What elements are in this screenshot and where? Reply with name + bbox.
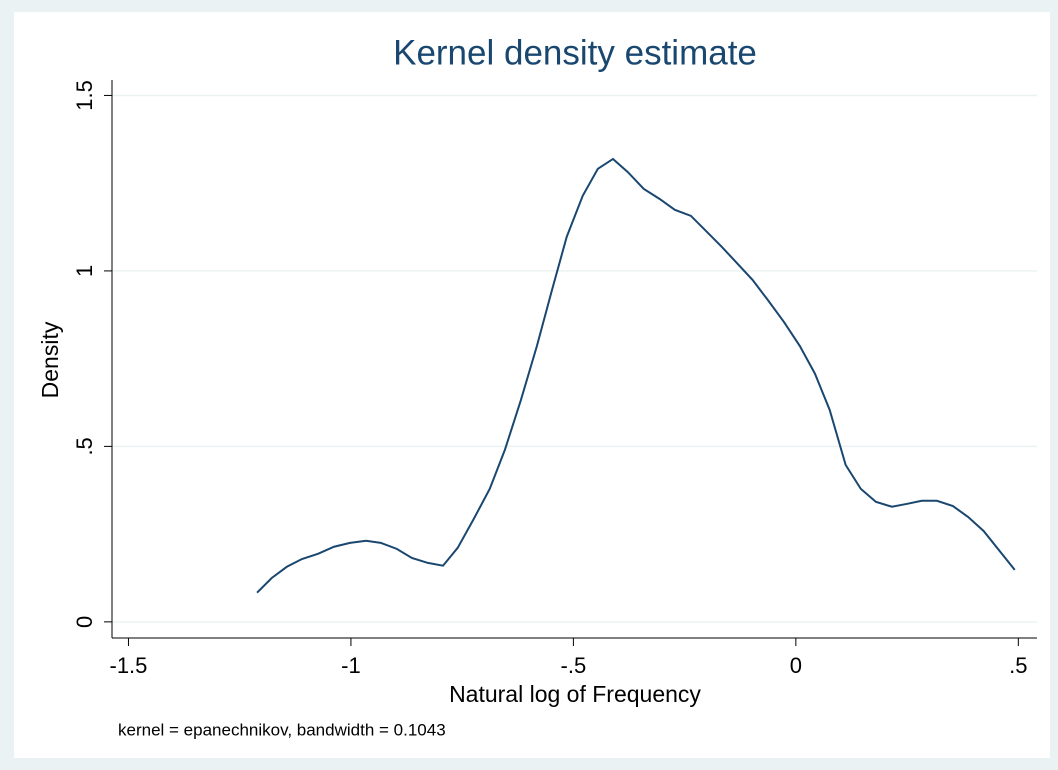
y-tick-label: .5	[72, 437, 97, 455]
y-tick-label: 0	[72, 616, 97, 628]
y-tick-label: 1	[72, 265, 97, 277]
density-line	[256, 157, 1016, 594]
x-tick-label: -1.5	[110, 653, 148, 678]
graph-region	[14, 12, 1050, 758]
x-tick-label: -.5	[561, 653, 587, 678]
y-axis-label: Density	[37, 321, 63, 398]
x-axis-label: Natural log of Frequency	[449, 681, 701, 707]
note: kernel = epanechnikov, bandwidth = 0.104…	[118, 720, 446, 739]
chart-title: Kernel density estimate	[393, 33, 757, 72]
x-tick-label: .5	[1009, 653, 1027, 678]
x-tick-label: 0	[790, 653, 802, 678]
y-tick-label: 1.5	[72, 80, 97, 111]
x-tick-label: -1	[341, 653, 361, 678]
